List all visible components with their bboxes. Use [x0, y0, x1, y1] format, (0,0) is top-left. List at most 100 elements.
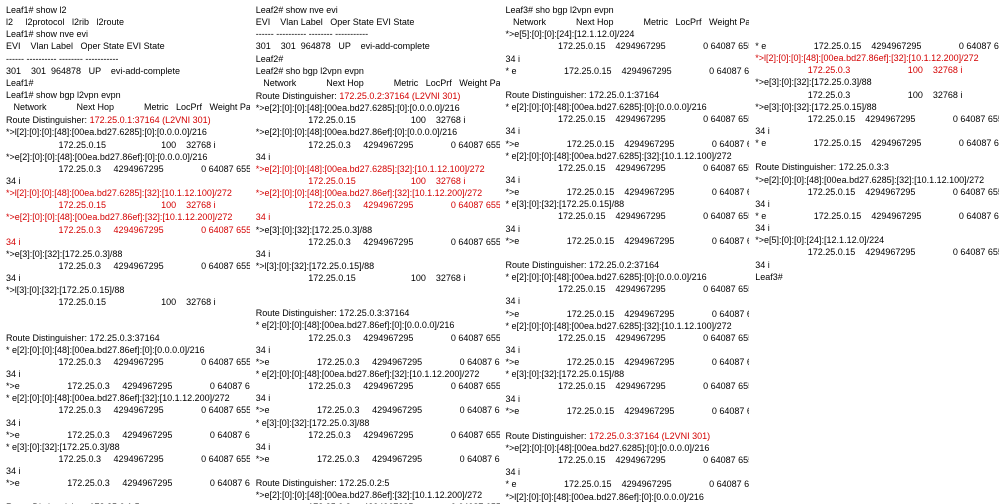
route-block: * e[2]:[0]:[0]:[48]:[00ea.bd27.86ef]:[0]… [256, 319, 494, 504]
terminal-line: *>e[2]:[0]:[0]:[48]:[00ea.bd27.86ef]:[32… [6, 211, 244, 223]
terminal-line: *>l[3]:[0]:[32]:[172.25.0.15]/88 [256, 260, 494, 272]
terminal-line: *>e[2]:[0]:[0]:[48]:[00ea.bd27.86ef]:[32… [256, 187, 494, 199]
rd-line: Route Distinguisher: 172.25.0.3:37164 [6, 332, 244, 344]
terminal-line: * e[3]:[0]:[32]:[172.25.0.15]/88 [506, 198, 744, 210]
terminal-line: *>l[2]:[0]:[0]:[48]:[00ea.bd27.86ef]:[32… [755, 52, 993, 64]
terminal-line [755, 149, 993, 161]
terminal-line: Leaf3# [755, 271, 993, 283]
terminal-line: * e 172.25.0.15 4294967295 0 64087 655 [755, 40, 993, 52]
terminal-line: 172.25.0.15 4294967295 0 64087 655 [506, 210, 744, 222]
column-leaf2: Leaf2# show nve eviEVI Vlan Label Oper S… [250, 0, 500, 504]
terminal-line: 34 i [256, 392, 494, 404]
terminal-line: 172.25.0.15 4294967295 0 64087 655 [506, 332, 744, 344]
terminal-line: ------ ---------- -------- ----------- [256, 28, 494, 40]
terminal-line: * e[2]:[0]:[0]:[48]:[00ea.bd27.6285]:[0]… [506, 271, 744, 283]
terminal-line: 34 i [6, 236, 244, 248]
terminal-line: Leaf2# show nve evi [256, 4, 494, 16]
terminal-line: * e[3]:[0]:[32]:[172.25.0.3]/88 [256, 417, 494, 429]
terminal-line: l2 l2protocol l2rib l2route [6, 16, 244, 28]
terminal-line: 34 i [256, 248, 494, 260]
terminal-line: *>e 172.25.0.15 4294967295 0 64087 655 [506, 186, 744, 198]
rd-extra: (L2VNI 301) [162, 115, 211, 125]
terminal-line: *>e[3]:[0]:[32]:[172.25.0.3]/88 [755, 76, 993, 88]
terminal-line: * e[2]:[0]:[0]:[48]:[00ea.bd27.86ef]:[32… [256, 368, 494, 380]
route-block: *>e[3]:[0]:[32]:[172.25.0.3]/88 172.25.0… [256, 224, 494, 285]
terminal-line: 172.25.0.15 4294967295 0 64087 655 [506, 454, 744, 466]
terminal-line: 172.25.0.3 4294967295 0 64087 655 [256, 429, 494, 441]
terminal-line: * e[2]:[0]:[0]:[48]:[00ea.bd27.6285]:[32… [506, 150, 744, 162]
terminal-line: * e 172.25.0.15 4294967295 0 64087 655 [506, 65, 744, 77]
terminal-line: Leaf1# [6, 77, 244, 89]
route-block: * e 172.25.0.15 4294967295 0 64087 655 [755, 40, 993, 52]
terminal-line: * e 172.25.0.15 4294967295 0 64087 655 [755, 210, 993, 222]
rd-line: Route Distinguisher: 172.25.0.3:37164 [256, 307, 494, 319]
terminal-line: Route Distinguisher: 172.25.0.2:37164 [506, 259, 744, 271]
terminal-line: Leaf2# sho bgp l2vpn evpn [256, 65, 494, 77]
column-leaf1: Leaf1# show l2l2 l2protocol l2rib l2rout… [0, 0, 250, 504]
terminal-line: *>e[3]:[0]:[32]:[172.25.0.3]/88 [256, 224, 494, 236]
terminal-line: *>e[2]:[0]:[0]:[48]:[00ea.bd27.6285]:[32… [256, 163, 494, 175]
terminal-line: *>e[5]:[0]:[0]:[24]:[12.1.12.0]/224 [506, 28, 744, 40]
terminal-line: 34 i [6, 175, 244, 187]
route-block: *>e[3]:[0]:[32]:[172.25.0.3]/88 172.25.0… [755, 76, 993, 282]
terminal-line: 34 i [506, 393, 744, 405]
terminal-line: 172.25.0.15 4294967295 0 64087 655 [506, 162, 744, 174]
terminal-line: *>e 172.25.0.15 4294967295 0 64087 655 [506, 235, 744, 247]
column-leaf3b: * e 172.25.0.15 4294967295 0 64087 655 *… [749, 0, 999, 504]
terminal-line: 172.25.0.3 4294967295 0 64087 655 [6, 260, 244, 272]
terminal-line: Network Next Hop Metric LocPrf Weight Pa… [256, 77, 494, 89]
terminal-line: 34 i [755, 222, 993, 234]
terminal-line: 34 i [506, 174, 744, 186]
terminal-line: 172.25.0.3 4294967295 0 64087 655 [256, 139, 494, 151]
route-block: * e[2]:[0]:[0]:[48]:[00ea.bd27.86ef]:[0]… [6, 344, 244, 504]
route-block: *>e[2]:[0]:[0]:[48]:[00ea.bd27.6285]:[0]… [506, 442, 744, 504]
terminal-line: *>e[2]:[0]:[0]:[48]:[00ea.bd27.6285]:[32… [755, 174, 993, 186]
route-block: *>e[2]:[0]:[0]:[48]:[00ea.bd27.6285]:[0]… [256, 102, 494, 163]
terminal-line: 34 i [755, 198, 993, 210]
rd-label: Route Distinguisher: [506, 431, 587, 441]
terminal-line: 172.25.0.3 4294967295 0 64087 655 [6, 163, 244, 175]
terminal-line: 172.25.0.15 100 32768 i [6, 199, 244, 211]
route-block: *>e[3]:[0]:[32]:[172.25.0.3]/88 172.25.0… [6, 248, 244, 309]
terminal-line: 172.25.0.3 100 32768 i [755, 89, 993, 101]
terminal-line: 301 301 964878 UP evi-add-complete [6, 65, 244, 77]
terminal-line: 34 i [506, 344, 744, 356]
terminal-line: *>e[3]:[0]:[32]:[172.25.0.15]/88 [755, 101, 993, 113]
terminal-line: *>e[2]:[0]:[0]:[48]:[00ea.bd27.86ef]:[32… [256, 489, 494, 501]
terminal-line: * e[2]:[0]:[0]:[48]:[00ea.bd27.86ef]:[0]… [256, 319, 494, 331]
terminal-line: 172.25.0.3 4294967295 0 64087 655 [6, 356, 244, 368]
terminal-line: 301 301 964878 UP evi-add-complete [256, 40, 494, 52]
terminal-line: 34 i [6, 465, 244, 477]
terminal-line: EVI Vlan Label Oper State EVI State [6, 40, 244, 52]
terminal-line: * e[2]:[0]:[0]:[48]:[00ea.bd27.6285]:[32… [506, 320, 744, 332]
route-block: *>l[2]:[0]:[0]:[48]:[00ea.bd27.6285]:[0]… [6, 126, 244, 187]
route-block-highlight: *>l[2]:[0]:[0]:[48]:[00ea.bd27.86ef]:[32… [755, 52, 993, 76]
terminal-line: 172.25.0.15 100 32768 i [256, 272, 494, 284]
terminal-line: * e 172.25.0.15 4294967295 0 64087 655 [755, 137, 993, 149]
terminal-line: 172.25.0.15 4294967295 0 64087 655 [506, 380, 744, 392]
terminal-line: * e[3]:[0]:[32]:[172.25.0.3]/88 [6, 441, 244, 453]
leaf3-header: Leaf3# sho bgp l2vpn evpn Network Next H… [506, 4, 744, 429]
terminal-line: * e[2]:[0]:[0]:[48]:[00ea.bd27.86ef]:[0]… [6, 344, 244, 356]
rd-label: Route Distinguisher: 172.25.0.3:37164 [6, 333, 160, 343]
rd-label: Route Distinguisher: [256, 91, 337, 101]
terminal-line: Leaf2# [256, 53, 494, 65]
terminal-line: 172.25.0.3 4294967295 0 64087 655 [6, 453, 244, 465]
terminal-line: *>e 172.25.0.15 4294967295 0 64087 655 [506, 356, 744, 368]
terminal-line: Network Next Hop Metric LocPrf Weight Pa… [506, 16, 744, 28]
terminal-line: *>e 172.25.0.3 4294967295 0 64087 655 [6, 477, 244, 489]
rd-label: Route Distinguisher: [6, 115, 87, 125]
terminal-line: *>e 172.25.0.15 4294967295 0 64087 655 [506, 405, 744, 417]
terminal-line: *>l[3]:[0]:[32]:[172.25.0.15]/88 [6, 284, 244, 296]
rd-extra: (L2VNI 301) [412, 91, 461, 101]
terminal-line [256, 465, 494, 477]
route-block-highlight: *>e[2]:[0]:[0]:[48]:[00ea.bd27.6285]:[32… [256, 163, 494, 224]
terminal-line: 172.25.0.15 4294967295 0 64087 655 [506, 113, 744, 125]
terminal-line: 34 i [6, 417, 244, 429]
terminal-line: 34 i [755, 259, 993, 271]
terminal-line: 34 i [506, 53, 744, 65]
rd-value: 172.25.0.3:37164 [589, 431, 659, 441]
leaf2-header: Leaf2# show nve eviEVI Vlan Label Oper S… [256, 4, 494, 89]
terminal-line: 172.25.0.3 4294967295 0 64087 655 [256, 380, 494, 392]
terminal-line: * e[2]:[0]:[0]:[48]:[00ea.bd27.86ef]:[32… [6, 392, 244, 404]
